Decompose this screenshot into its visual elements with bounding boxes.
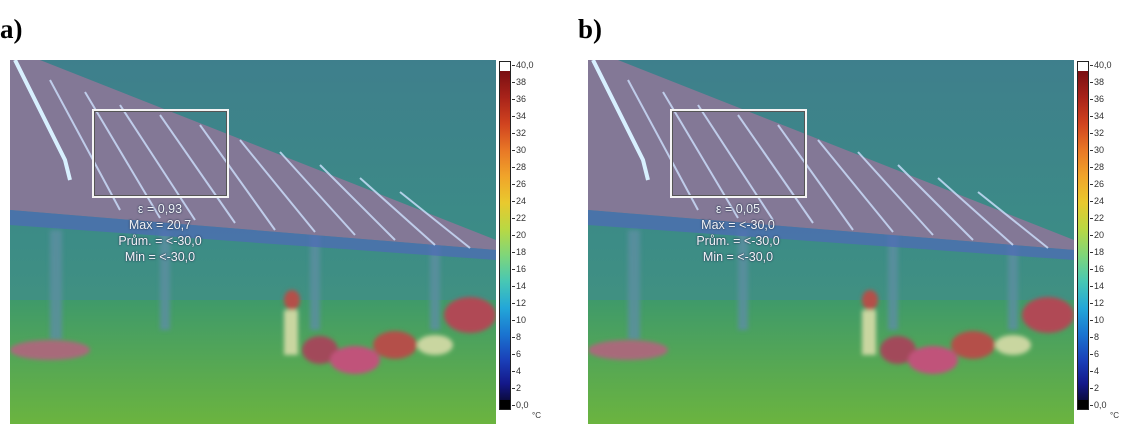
- scale-tick: 38: [1090, 77, 1104, 87]
- thermal-image: ε = 0,05 Max = <-30,0 Prům. = <-30,0 Min…: [588, 60, 1074, 424]
- scale-tick: 14: [512, 281, 526, 291]
- scale-tick: 34: [1090, 111, 1104, 121]
- scale-tick: 32: [512, 128, 526, 138]
- scale-tick: 12: [512, 298, 526, 308]
- scale-tick: 36: [512, 94, 526, 104]
- color-scale-bar: [499, 61, 511, 410]
- scale-tick: 30: [512, 145, 526, 155]
- max-value: Max = <-30,0: [701, 218, 775, 232]
- scale-tick: 4: [512, 366, 521, 376]
- thermal-panel-a: a): [0, 0, 560, 424]
- scale-tick: 16: [1090, 264, 1104, 274]
- scale-tick: 26: [512, 179, 526, 189]
- scale-tick: 14: [1090, 281, 1104, 291]
- scale-tick: 32: [1090, 128, 1104, 138]
- scale-tick: 8: [512, 332, 521, 342]
- scale-tick: 12: [1090, 298, 1104, 308]
- scale-tick: 10: [1090, 315, 1104, 325]
- color-scale-bar: [1077, 61, 1089, 410]
- scale-tick: 2: [512, 383, 521, 393]
- measurement-readout: ε = 0,05 Max = <-30,0 Prům. = <-30,0 Min…: [688, 201, 788, 265]
- scale-tick: 22: [1090, 213, 1104, 223]
- panel-label: b): [578, 14, 603, 44]
- emissivity-value: ε = 0,05: [715, 202, 761, 216]
- scale-tick: 24: [1090, 196, 1104, 206]
- thermal-panel-b: b): [578, 0, 1125, 424]
- scale-tick: 38: [512, 77, 526, 87]
- scale-tick: 34: [512, 111, 526, 121]
- scale-tick: 2: [1090, 383, 1099, 393]
- scale-tick: 0,0: [1090, 400, 1107, 410]
- scale-tick: 8: [1090, 332, 1099, 342]
- measurement-readout: ε = 0,93 Max = 20,7 Prům. = <-30,0 Min =…: [110, 201, 210, 265]
- scale-tick: 28: [1090, 162, 1104, 172]
- scale-tick: 20: [512, 230, 526, 240]
- thermal-image: ε = 0,93 Max = 20,7 Prům. = <-30,0 Min =…: [10, 60, 496, 424]
- scale-unit: °C: [532, 411, 541, 420]
- scale-tick: 26: [1090, 179, 1104, 189]
- scale-unit: °C: [1110, 411, 1119, 420]
- max-value: Max = 20,7: [128, 218, 192, 232]
- measurement-roi: [92, 109, 229, 198]
- scale-tick: 40,0: [1090, 60, 1112, 70]
- scale-ticks: 40,0 38 36 34 32 30 28 26 24 22 20 18 16…: [512, 60, 560, 420]
- panel-label: a): [0, 14, 23, 44]
- scale-tick: 30: [1090, 145, 1104, 155]
- min-value: Min = <-30,0: [702, 250, 774, 264]
- thermal-scene: [10, 60, 496, 424]
- scale-tick: 36: [1090, 94, 1104, 104]
- scale-tick: 18: [1090, 247, 1104, 257]
- measurement-roi: [670, 109, 807, 198]
- scale-ticks: 40,0 38 36 34 32 30 28 26 24 22 20 18 16…: [1090, 60, 1125, 420]
- scale-tick: 6: [512, 349, 521, 359]
- emissivity-value: ε = 0,93: [137, 202, 183, 216]
- scale-tick: 16: [512, 264, 526, 274]
- avg-value: Prům. = <-30,0: [118, 234, 202, 248]
- scale-tick: 6: [1090, 349, 1099, 359]
- scale-tick: 10: [512, 315, 526, 325]
- scale-tick: 20: [1090, 230, 1104, 240]
- min-value: Min = <-30,0: [124, 250, 196, 264]
- scale-tick: 40,0: [512, 60, 534, 70]
- avg-value: Prům. = <-30,0: [696, 234, 780, 248]
- scale-tick: 28: [512, 162, 526, 172]
- scale-tick: 0,0: [512, 400, 529, 410]
- scale-tick: 18: [512, 247, 526, 257]
- scale-tick: 22: [512, 213, 526, 223]
- thermal-scene: [588, 60, 1074, 424]
- scale-tick: 24: [512, 196, 526, 206]
- scale-tick: 4: [1090, 366, 1099, 376]
